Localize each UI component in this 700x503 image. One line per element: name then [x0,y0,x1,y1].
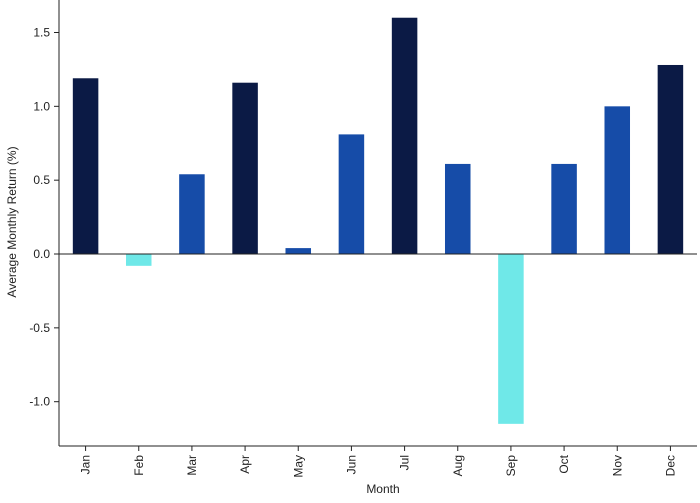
y-tick-label: 1.5 [33,25,50,39]
bar-aug [444,163,471,255]
y-tick-label: 1.0 [33,99,50,113]
x-tick-label: Nov [610,455,624,476]
x-tick-label: Apr [238,455,252,474]
plot-area: -1.0 -0.5 0.0 0.5 1.0 1.5 Jan Feb Mar Apr May Jun Ju… [29,0,697,478]
x-tick-label: Mar [185,455,199,476]
y-tick-label: -1.0 [29,395,50,409]
bar-dec [657,64,684,255]
x-tick-label: Dec [663,455,677,476]
y-axis-title: Average Monthly Return (%) [5,146,19,297]
y-tick-label: 0.0 [33,247,50,261]
bar-jul [391,17,418,255]
bar-nov [604,106,631,255]
x-tick-label: Aug [451,455,465,476]
bar-sep [498,254,524,424]
bar-oct [551,163,577,255]
x-tick-label: Oct [557,454,571,473]
bar-jan [72,78,99,255]
x-tick-label: Sep [504,455,518,477]
x-tick-label: Jun [344,455,358,474]
y-tick-label: 0.5 [33,173,50,187]
bar-jun [338,134,365,255]
x-tick-label: May [291,455,305,478]
bar-feb [125,254,152,266]
x-tick-label: Jan [79,455,93,474]
bar-may [285,248,312,255]
bar-mar [179,174,205,255]
y-tick-label: -0.5 [29,321,50,335]
x-axis-title: Month [366,482,399,496]
bar-apr [232,82,258,255]
x-tick-label: Jul [398,455,412,470]
x-tick-label: Feb [132,455,146,476]
